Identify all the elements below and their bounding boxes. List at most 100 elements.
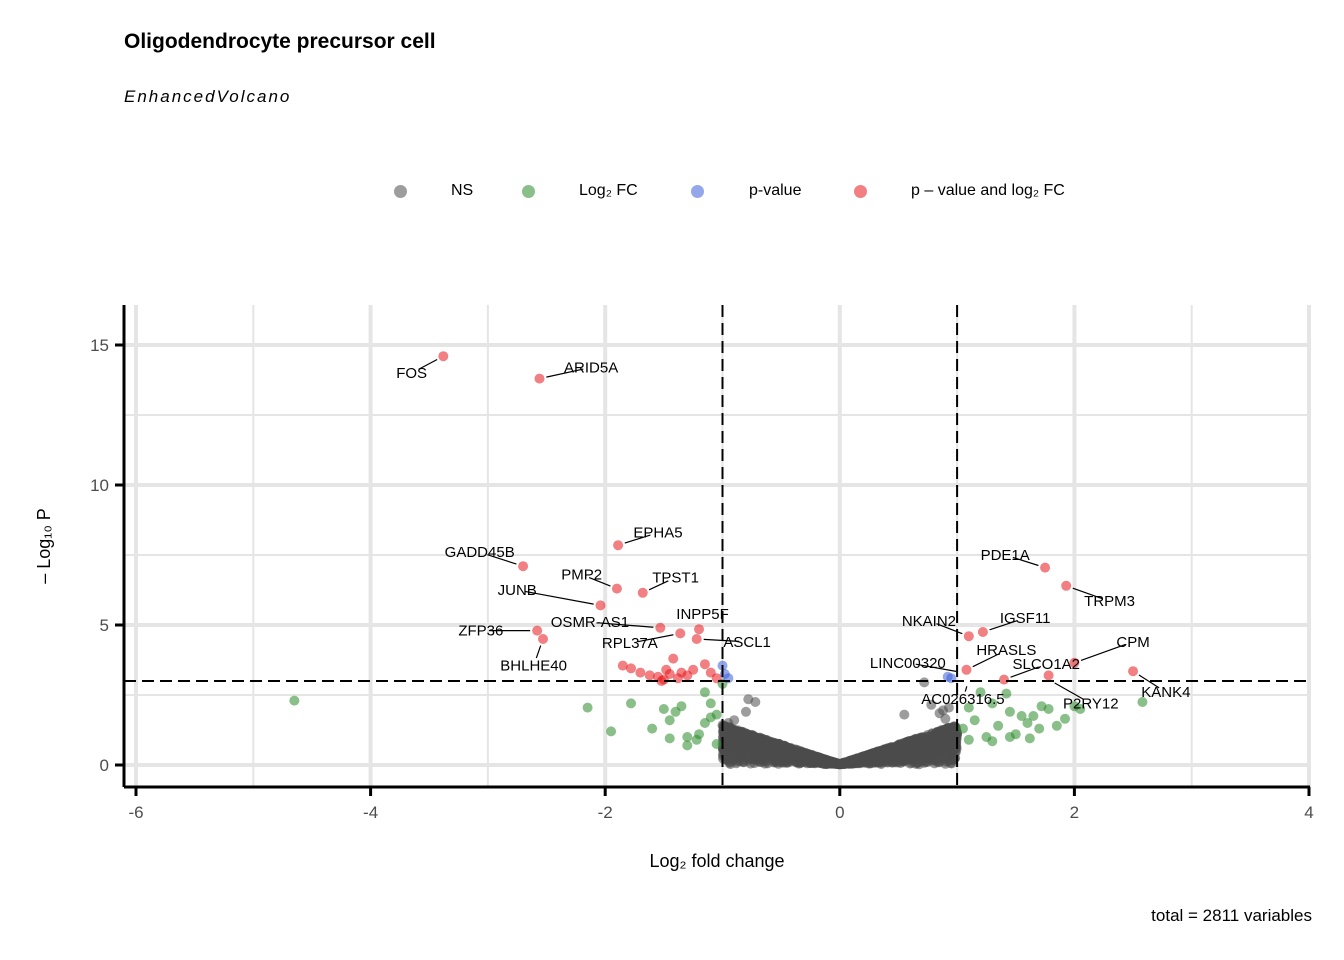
- point-both: [1128, 666, 1139, 677]
- point-log2fc: [694, 729, 705, 740]
- point-log2fc: [582, 702, 593, 713]
- point-log2fc: [987, 698, 998, 709]
- chart-subtitle: EnhancedVolcano: [124, 87, 292, 106]
- ns-point: [894, 743, 905, 754]
- point-ns: [750, 697, 761, 707]
- ns-point-cloud: [717, 720, 963, 770]
- ns-point: [725, 759, 736, 770]
- point-log2fc: [1001, 688, 1012, 699]
- gene-label: JUNB: [498, 582, 537, 599]
- point-log2fc: [711, 739, 722, 749]
- y-tick-label: 15: [90, 336, 109, 355]
- point-both: [637, 587, 648, 598]
- point-log2fc: [289, 695, 300, 706]
- gene-label: IGSF11: [1000, 610, 1051, 627]
- label-connector: [1010, 666, 1039, 678]
- ns-point: [749, 745, 760, 755]
- point-log2fc: [705, 698, 716, 709]
- point-both: [655, 622, 666, 633]
- point-log2fc: [975, 687, 986, 698]
- label-connector: [624, 534, 651, 544]
- point-both: [534, 373, 545, 384]
- legend-label-ns: NS: [451, 182, 474, 199]
- point-log2fc: [682, 732, 693, 742]
- point-log2fc: [957, 723, 968, 734]
- point-both: [963, 631, 974, 642]
- point-log2fc: [1043, 704, 1054, 714]
- ns-point: [749, 758, 760, 769]
- ns-point: [935, 752, 946, 763]
- ns-point: [770, 740, 781, 751]
- legend-label-both: p – value and log₂ FC: [911, 182, 1065, 199]
- label-connector: [524, 590, 594, 605]
- gene-label: AC026316.5: [921, 691, 1004, 708]
- point-log2fc: [1004, 706, 1015, 717]
- legend: NS Log₂ FC p-value p – value and log₂ FC: [0, 176, 1344, 206]
- point-both: [538, 634, 549, 644]
- x-tick-label: 2: [1070, 803, 1079, 822]
- ns-point: [945, 727, 956, 738]
- gene-label: CPM: [1116, 634, 1149, 651]
- x-tick-label: -6: [128, 803, 143, 822]
- ns-point: [739, 737, 750, 748]
- point-log2fc: [606, 726, 617, 737]
- label-connector: [487, 554, 517, 565]
- gene-label: TRPM3: [1084, 593, 1135, 610]
- x-tick-label: 0: [835, 803, 844, 822]
- x-tick-label: 4: [1304, 803, 1313, 822]
- point-both: [1040, 562, 1051, 573]
- gene-label: PDE1A: [981, 547, 1030, 564]
- point-both: [595, 600, 606, 611]
- point-ns: [899, 709, 910, 720]
- point-ns: [919, 677, 930, 688]
- gene-label: TPST1: [652, 569, 699, 586]
- ns-point: [926, 735, 937, 746]
- point-log2fc: [1024, 733, 1035, 744]
- axes: -6 -4 -2 0 2 4 0 5 10 15: [90, 305, 1314, 822]
- label-connector: [1138, 674, 1160, 689]
- y-axis-title: – Log₁₀ P: [34, 508, 54, 584]
- chart-title: Oligodendrocyte precursor cell: [124, 30, 436, 53]
- point-both: [699, 659, 710, 670]
- point-both: [688, 664, 699, 675]
- point-ns: [940, 713, 951, 724]
- label-connector: [964, 686, 968, 692]
- ns-point: [785, 743, 796, 754]
- ns-point: [728, 742, 739, 753]
- point-log2fc: [647, 723, 658, 734]
- legend-label-log2fc: Log₂ FC: [579, 182, 638, 199]
- y-tick-label: 10: [90, 476, 109, 495]
- label-connector: [418, 358, 438, 370]
- label-connector: [972, 653, 1000, 668]
- point-both: [691, 634, 702, 644]
- point-log2fc: [711, 709, 722, 720]
- y-tick-label: 0: [100, 756, 109, 775]
- ns-point: [794, 751, 805, 762]
- ns-point: [910, 746, 921, 757]
- point-both: [1069, 657, 1080, 668]
- ns-point: [844, 755, 855, 766]
- point-both: [626, 663, 637, 674]
- gene-label: NKAIN2: [902, 613, 956, 630]
- point-both: [438, 351, 449, 362]
- point-log2fc: [682, 740, 693, 751]
- gene-label: SLCO1A2: [1012, 656, 1080, 673]
- label-connector: [648, 580, 669, 591]
- y-tick-label: 5: [100, 616, 109, 635]
- legend-item-ns: NS: [394, 176, 473, 206]
- legend-dot-ns: [394, 184, 407, 198]
- data-points: [289, 351, 1148, 751]
- label-connector: [535, 645, 542, 659]
- point-log2fc: [993, 720, 1004, 731]
- gene-label: LINC00320: [870, 655, 946, 672]
- point-both: [656, 676, 667, 686]
- series-both: [438, 351, 1139, 686]
- label-connector: [989, 619, 1018, 631]
- gene-label: PMP2: [561, 567, 602, 584]
- x-axis-title: Log₂ fold change: [649, 851, 784, 871]
- point-log2fc: [963, 734, 974, 745]
- ns-point: [820, 758, 831, 769]
- label-connector: [597, 622, 654, 628]
- ns-point: [947, 754, 958, 765]
- point-log2fc: [963, 702, 974, 713]
